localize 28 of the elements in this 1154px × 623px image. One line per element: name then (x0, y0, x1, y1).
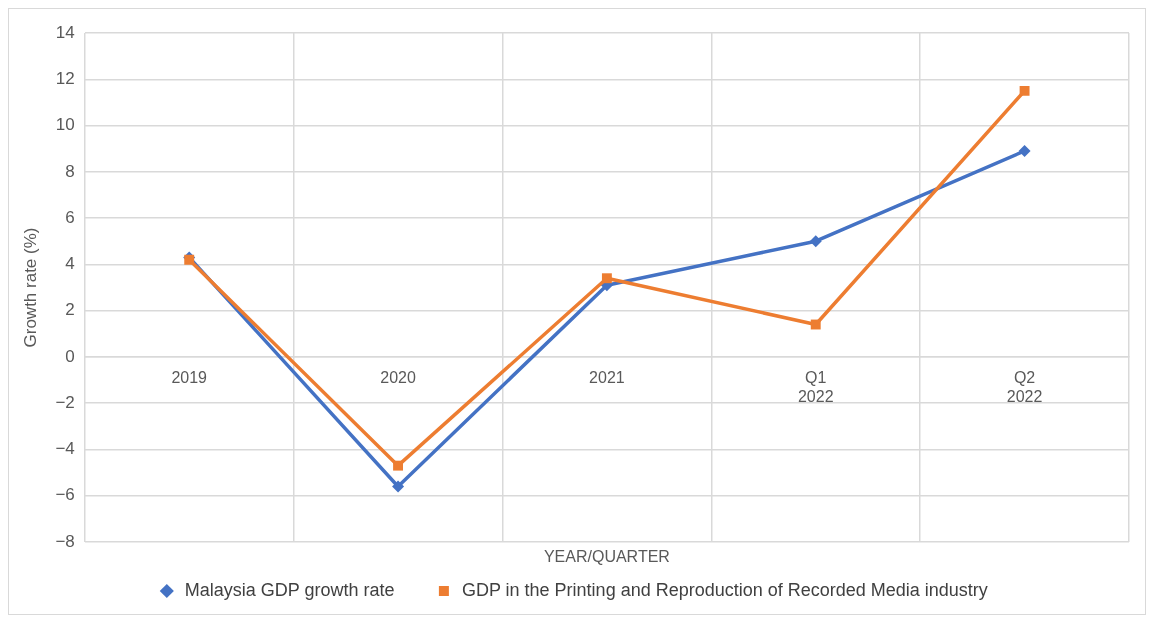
point (810, 319, 821, 330)
x-tick-label: 2020 (380, 368, 416, 386)
y-tick-label: 2 (65, 300, 75, 320)
legend-label: GDP in the Printing and Reproduction of Recorded Media industry (461, 579, 988, 600)
point (809, 235, 822, 248)
point (393, 460, 403, 471)
point (1019, 85, 1030, 96)
y-tick-label: −8 (55, 531, 75, 551)
point (601, 273, 612, 284)
y-tick-label: −6 (55, 485, 75, 505)
x-tick-label: Q1 2022 (797, 368, 834, 406)
y-tick-label: −2 (55, 392, 75, 412)
x-tick-label: 2019 (171, 368, 208, 386)
y-axis-title: Growth rate (%) (20, 227, 40, 348)
legend-label: Malaysia GDP growth rate (184, 579, 395, 600)
y-tick-label: 10 (55, 115, 75, 135)
x-tick-label: Q2 2022 (1006, 368, 1043, 406)
y-tick-label: 14 (55, 22, 75, 42)
x-axis-title: YEAR/QUARTER (543, 548, 670, 566)
point (392, 480, 405, 493)
y-tick-label: 6 (65, 207, 75, 227)
y-tick-label: 8 (65, 161, 75, 181)
y-tick-label: 4 (65, 254, 75, 274)
y-tick-label: 0 (65, 346, 75, 366)
x-tick-label: 2021 (589, 368, 625, 386)
y-tick-label: −4 (55, 439, 75, 459)
y-tick-label: 12 (55, 68, 75, 88)
point (1018, 145, 1031, 157)
